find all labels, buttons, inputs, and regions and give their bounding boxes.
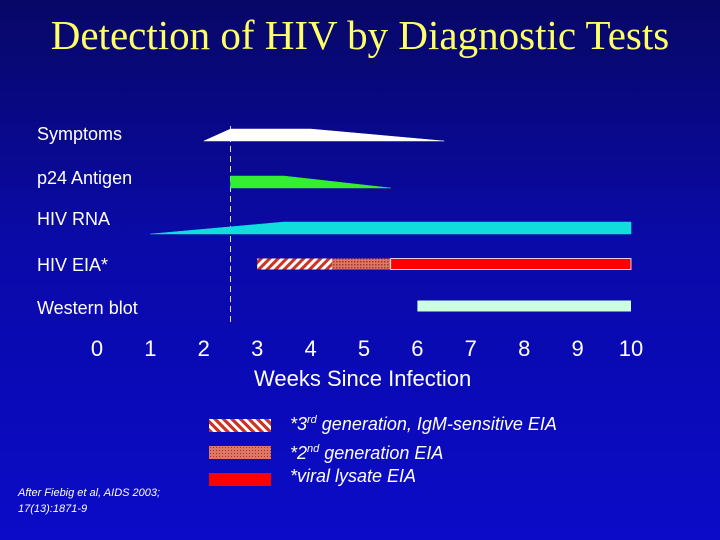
row-label-symptoms: Symptoms <box>37 124 123 144</box>
x-tick-label: 10 <box>618 336 644 361</box>
row-label-western-blot: Western blot <box>37 298 138 318</box>
x-tick-label: 0 <box>90 336 104 361</box>
x-tick-label: 7 <box>464 336 477 361</box>
x-tick-label: 1 <box>144 336 157 361</box>
row-mark-p24-antigen <box>230 175 391 189</box>
row-label-hiv-rna: HIV RNA <box>37 209 111 229</box>
x-tick-label: 8 <box>518 336 531 361</box>
x-tick-label: 2 <box>197 336 210 361</box>
row-segment-hiv-eia-2 <box>390 258 632 270</box>
legend-swatch-solid <box>209 473 271 486</box>
legend-swatch-hatch <box>209 419 271 432</box>
row-mark-symptoms <box>203 128 445 142</box>
x-tick-label: 5 <box>357 336 371 361</box>
chart-title: Detection of HIV by Diagnostic Tests <box>50 12 670 58</box>
x-tick-label: 3 <box>251 336 264 361</box>
row-mark-hiv-rna <box>150 221 632 235</box>
row-label-hiv-eia: HIV EIA* <box>37 255 109 275</box>
row-label-p24-antigen: p24 Antigen <box>37 168 133 188</box>
legend-entry-solid: *viral lysate EIA <box>290 466 417 486</box>
legend-entry-hatch: *3rd generation, IgM-sensitive EIA <box>290 414 557 434</box>
legend-entry-dots: *2nd generation EIA <box>290 443 444 463</box>
x-tick-label: 9 <box>571 336 584 361</box>
citation-text: After Fiebig et al, AIDS 2003; 17(13):18… <box>18 487 161 515</box>
row-segment-hiv-eia-1 <box>331 258 391 270</box>
legend-swatch-dots <box>209 446 271 459</box>
x-tick-label: 4 <box>304 336 317 361</box>
x-tick-label: 6 <box>411 336 424 361</box>
row-segment-hiv-eia-0 <box>257 258 332 270</box>
row-segment-western-blot-0 <box>417 300 631 312</box>
x-axis-label: Weeks Since Infection <box>254 366 472 391</box>
